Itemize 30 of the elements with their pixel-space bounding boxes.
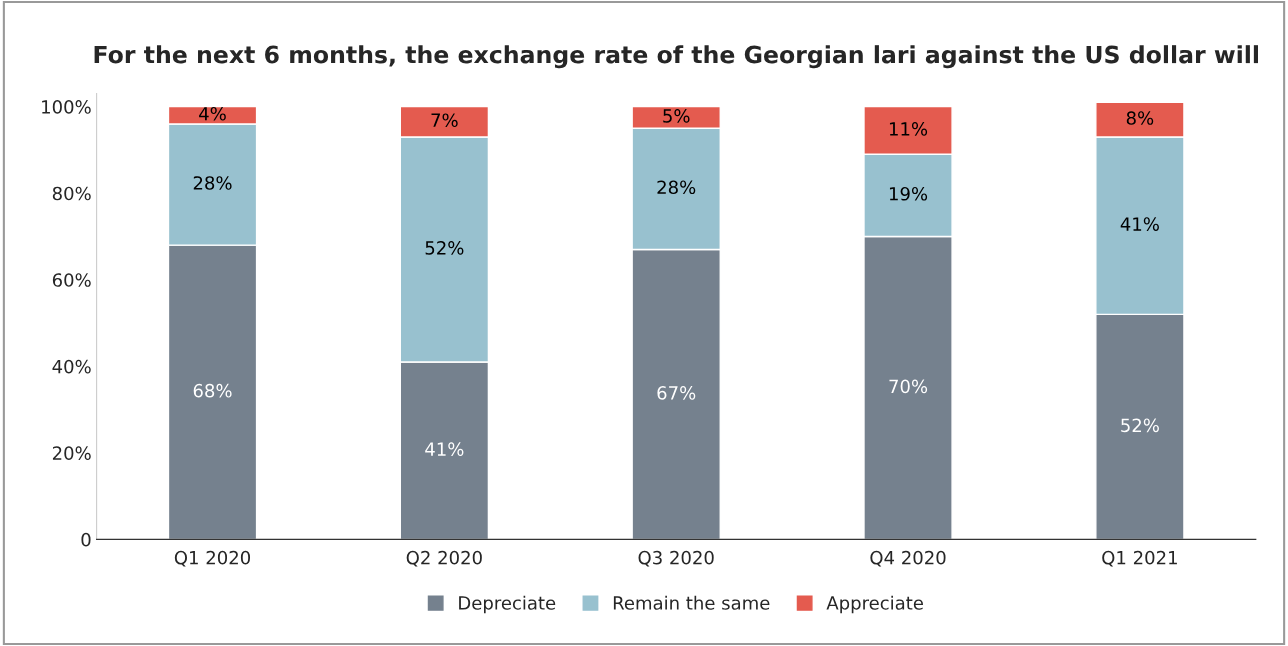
data-label: 67%: [657, 386, 696, 400]
y-tick-label: 0: [81, 532, 91, 547]
x-tick-label: Q1 2021: [1102, 550, 1177, 567]
legend-label: Remain the same: [613, 595, 770, 610]
data-label: 68%: [193, 383, 232, 398]
y-tick-label: 40%: [52, 359, 91, 374]
x-tick-label: Q3 2020: [638, 550, 714, 567]
x-tick-label: Q1 2020: [174, 550, 251, 567]
legend-label: Depreciate: [459, 595, 556, 614]
data-label: 70%: [889, 379, 928, 394]
data-label: 28%: [193, 176, 232, 190]
data-label: 41%: [1120, 217, 1159, 231]
y-tick-label: 60%: [52, 273, 91, 287]
data-label: 11%: [889, 122, 928, 136]
chart-title: For the next 6 months, the exchange rate of the Georgian lari against the US dollar will: [94, 45, 1258, 69]
data-label: 4%: [199, 106, 226, 121]
y-tick-label: 100%: [42, 100, 91, 114]
data-label: 19%: [889, 186, 928, 201]
x-tick-label: Q2 2020: [406, 550, 482, 567]
data-label: 28%: [657, 180, 696, 195]
data-label: 52%: [1121, 418, 1159, 433]
y-tick-label: 80%: [52, 186, 91, 201]
data-label: 8%: [1126, 111, 1154, 125]
data-label: 7%: [431, 113, 458, 128]
x-tick-label: Q4 2020: [870, 550, 946, 567]
legend-label: Appreciate: [826, 595, 923, 614]
data-label: 5%: [663, 109, 690, 123]
data-label: 41%: [425, 442, 464, 456]
y-tick-label: 20%: [52, 446, 91, 460]
data-label: 52%: [425, 241, 464, 255]
